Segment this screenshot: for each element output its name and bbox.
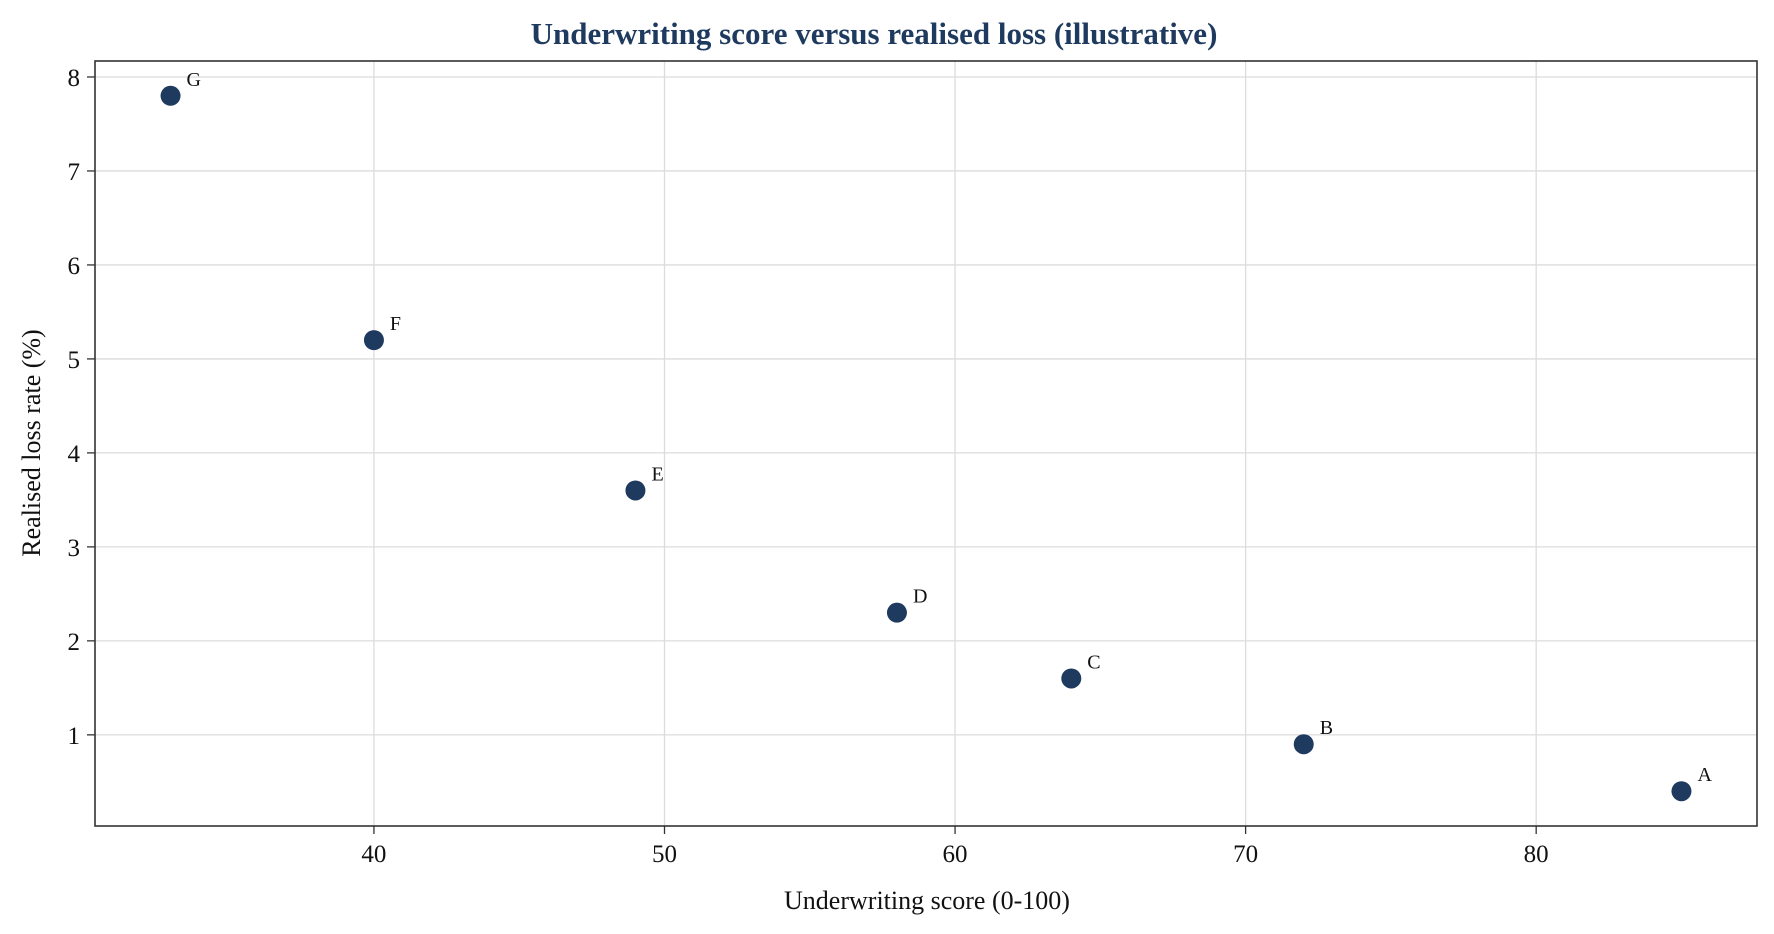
point-label-g: G	[187, 69, 201, 91]
data-point-d	[886, 602, 907, 623]
x-tick-label: 40	[361, 841, 386, 868]
point-label-c: C	[1087, 651, 1100, 673]
x-tick-label: 70	[1233, 841, 1258, 868]
data-point-f	[363, 330, 384, 351]
data-point-e	[625, 480, 646, 501]
x-tick-label: 60	[943, 841, 968, 868]
y-tick-label: 8	[68, 65, 81, 92]
data-point-a	[1671, 781, 1692, 802]
y-axis-label: Realised loss rate (%)	[17, 329, 46, 556]
plot-frame	[94, 60, 1758, 827]
y-tick-label: 2	[68, 629, 81, 656]
y-tick-label: 3	[68, 535, 81, 562]
data-point-b	[1293, 734, 1314, 755]
x-tick-label: 50	[652, 841, 677, 868]
axis-ticks: 40 50 60 70 80 1 2 3 4 5 6 7 8	[68, 65, 1549, 868]
grid-lines	[95, 61, 1757, 826]
point-label-e: E	[651, 463, 663, 485]
chart-title: Underwriting score versus realised loss …	[531, 16, 1218, 51]
x-tick-label: 80	[1524, 841, 1549, 868]
y-tick-label: 1	[68, 723, 81, 750]
point-label-f: F	[390, 313, 401, 335]
x-axis-label: Underwriting score (0-100)	[784, 886, 1070, 915]
data-point-c	[1061, 668, 1082, 689]
data-point-g	[160, 85, 181, 106]
y-tick-label: 5	[68, 347, 81, 374]
point-label-d: D	[913, 586, 927, 608]
point-label-b: B	[1320, 717, 1333, 739]
point-label-a: A	[1697, 764, 1712, 786]
y-tick-label: 4	[68, 441, 81, 468]
data-points: A B C D E F G	[160, 69, 1712, 802]
y-tick-label: 6	[68, 253, 81, 280]
y-tick-label: 7	[68, 159, 81, 186]
